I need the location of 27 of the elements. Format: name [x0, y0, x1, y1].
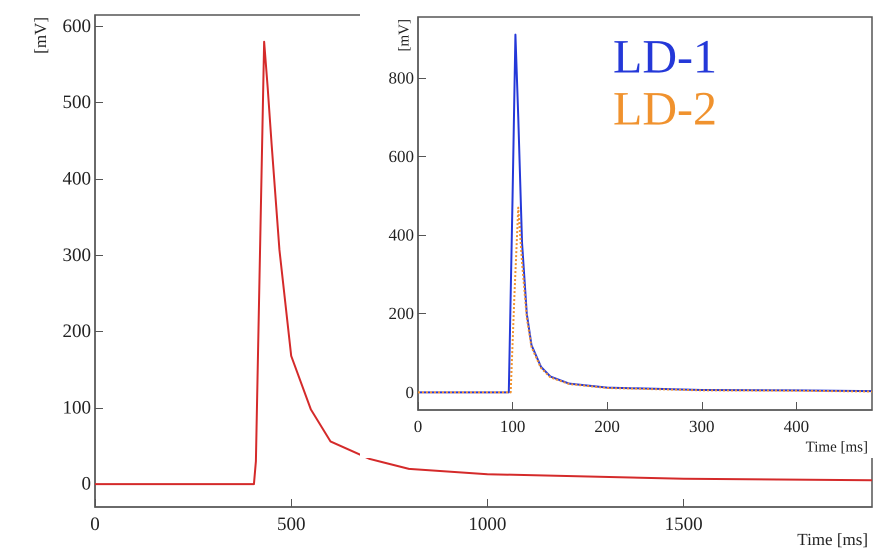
y-tick-label: 500	[62, 92, 91, 114]
x-axis-title: Time [ms]	[806, 440, 868, 456]
y-tick-label: 600	[62, 16, 91, 37]
y-tick-label: 100	[62, 397, 91, 418]
y-tick-label: 0	[406, 382, 414, 402]
x-tick-label: 1000	[468, 514, 506, 535]
x-tick-label: 200	[594, 417, 620, 436]
line-series	[417, 206, 873, 394]
y-tick-label: 0	[82, 474, 91, 495]
y-tick-label: 800	[388, 68, 414, 88]
x-tick-label: 300	[689, 417, 714, 436]
x-tick-label: 100	[500, 417, 526, 436]
y-tick-label: 200	[388, 304, 414, 324]
x-tick-label: 500	[276, 514, 306, 535]
series-label: LD-1	[613, 30, 717, 84]
y-tick-label: 400	[62, 168, 91, 190]
y-tick-label: 300	[62, 244, 91, 266]
line-series	[417, 34, 873, 394]
text: LD-2	[613, 82, 717, 136]
y-tick-label: 200	[62, 321, 91, 342]
x-tick-label: 400	[784, 417, 810, 436]
y-axis-title: [mV]	[396, 19, 412, 52]
y-tick-label: 600	[388, 147, 414, 166]
y-axis-title: [mV]	[31, 17, 50, 54]
x-tick-label: 1500	[664, 514, 703, 535]
x-axis-title: Time [ms]	[797, 530, 868, 549]
y-tick-label: 400	[388, 226, 414, 245]
